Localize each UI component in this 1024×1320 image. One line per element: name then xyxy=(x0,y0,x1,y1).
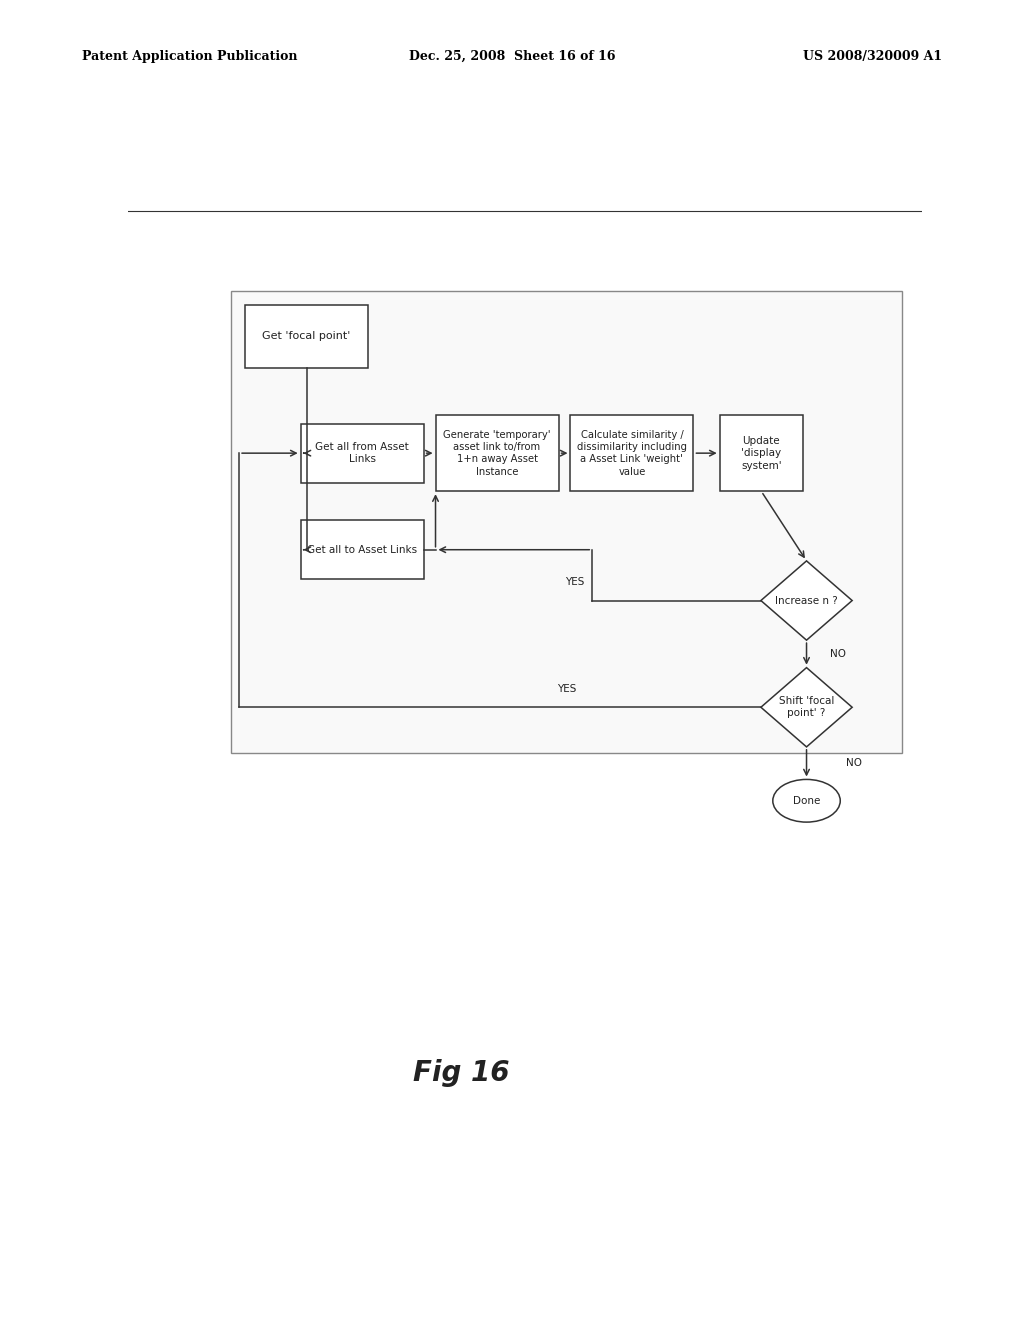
Text: Fig 16: Fig 16 xyxy=(413,1059,510,1088)
Polygon shape xyxy=(761,561,852,640)
FancyBboxPatch shape xyxy=(301,520,424,579)
Text: Patent Application Publication: Patent Application Publication xyxy=(82,50,297,63)
FancyBboxPatch shape xyxy=(231,290,902,752)
Text: YES: YES xyxy=(565,577,585,587)
Ellipse shape xyxy=(773,779,841,822)
FancyBboxPatch shape xyxy=(245,305,368,368)
Polygon shape xyxy=(761,668,852,747)
Text: Shift 'focal
point' ?: Shift 'focal point' ? xyxy=(779,697,835,718)
Text: YES: YES xyxy=(557,684,577,694)
Text: Update
'display
system': Update 'display system' xyxy=(741,436,781,470)
Text: Increase n ?: Increase n ? xyxy=(775,595,838,606)
Text: US 2008/320009 A1: US 2008/320009 A1 xyxy=(803,50,942,63)
FancyBboxPatch shape xyxy=(570,414,693,491)
Text: Dec. 25, 2008  Sheet 16 of 16: Dec. 25, 2008 Sheet 16 of 16 xyxy=(409,50,615,63)
Text: Done: Done xyxy=(793,796,820,805)
FancyBboxPatch shape xyxy=(301,424,424,483)
Text: NO: NO xyxy=(846,758,862,768)
Text: Get all to Asset Links: Get all to Asset Links xyxy=(307,545,417,554)
FancyBboxPatch shape xyxy=(720,414,803,491)
Text: Generate 'temporary'
asset link to/from
1+n away Asset
Instance: Generate 'temporary' asset link to/from … xyxy=(443,429,551,477)
FancyBboxPatch shape xyxy=(435,414,558,491)
Text: Get all from Asset
Links: Get all from Asset Links xyxy=(315,442,409,465)
Text: NO: NO xyxy=(830,649,846,659)
Text: Get 'focal point': Get 'focal point' xyxy=(262,331,351,342)
Text: Calculate similarity /
dissimilarity including
a Asset Link 'weight'
value: Calculate similarity / dissimilarity inc… xyxy=(577,429,687,477)
